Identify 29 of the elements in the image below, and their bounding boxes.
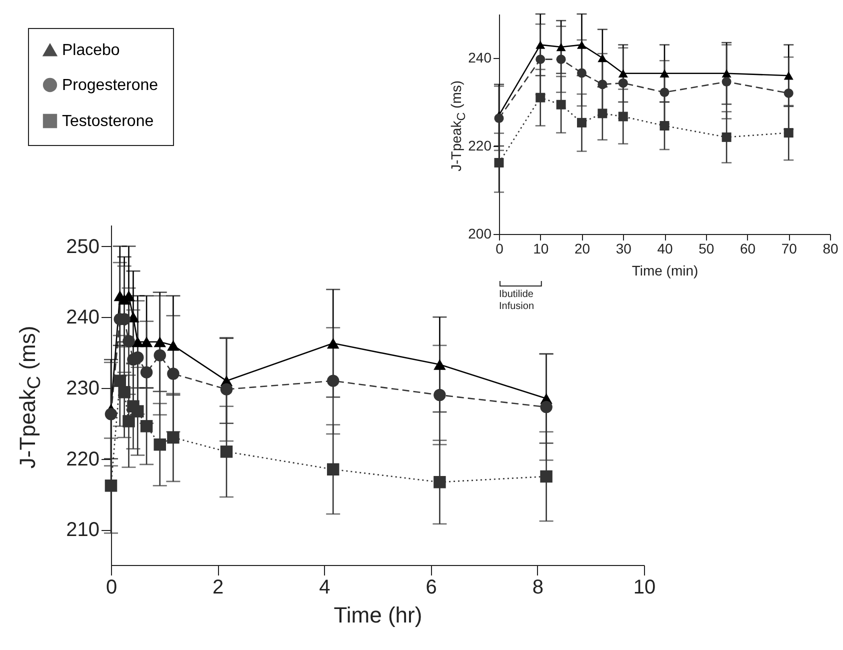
x-tick-label: 4 bbox=[319, 576, 330, 598]
x-axis-title: Time (min) bbox=[632, 262, 698, 278]
x-axis-title: Time (hr) bbox=[334, 602, 422, 628]
y-tick-label: 240 bbox=[468, 50, 492, 66]
x-tick-label: 0 bbox=[496, 240, 504, 256]
x-tick-label: 30 bbox=[616, 240, 632, 256]
legend-label: Testosterone bbox=[62, 113, 154, 130]
annotation: Ibutilide Infusion bbox=[499, 289, 536, 313]
x-tick-label: 50 bbox=[698, 240, 714, 256]
x-tick-label: 10 bbox=[633, 576, 656, 598]
y-tick-label: 250 bbox=[66, 236, 100, 258]
x-tick-label: 0 bbox=[106, 576, 118, 598]
y-tick-label: 200 bbox=[468, 226, 492, 242]
legend-label: Progesterone bbox=[62, 77, 158, 94]
x-tick-label: 80 bbox=[822, 240, 838, 256]
x-tick-label: 6 bbox=[426, 576, 437, 598]
y-tick-label: 210 bbox=[66, 519, 100, 542]
x-tick-label: 10 bbox=[533, 240, 549, 256]
x-tick-label: 60 bbox=[740, 240, 756, 256]
x-tick-label: 20 bbox=[574, 240, 590, 256]
x-tick-label: 8 bbox=[532, 576, 544, 598]
y-tick-label: 240 bbox=[66, 306, 100, 329]
y-tick-label: 220 bbox=[66, 448, 100, 470]
y-tick-label: 230 bbox=[66, 377, 100, 400]
x-tick-label: 70 bbox=[781, 240, 798, 256]
legend-label: Placebo bbox=[62, 42, 120, 59]
y-tick-label: 220 bbox=[468, 138, 492, 154]
x-tick-label: 2 bbox=[212, 576, 224, 598]
x-tick-label: 40 bbox=[657, 240, 673, 256]
